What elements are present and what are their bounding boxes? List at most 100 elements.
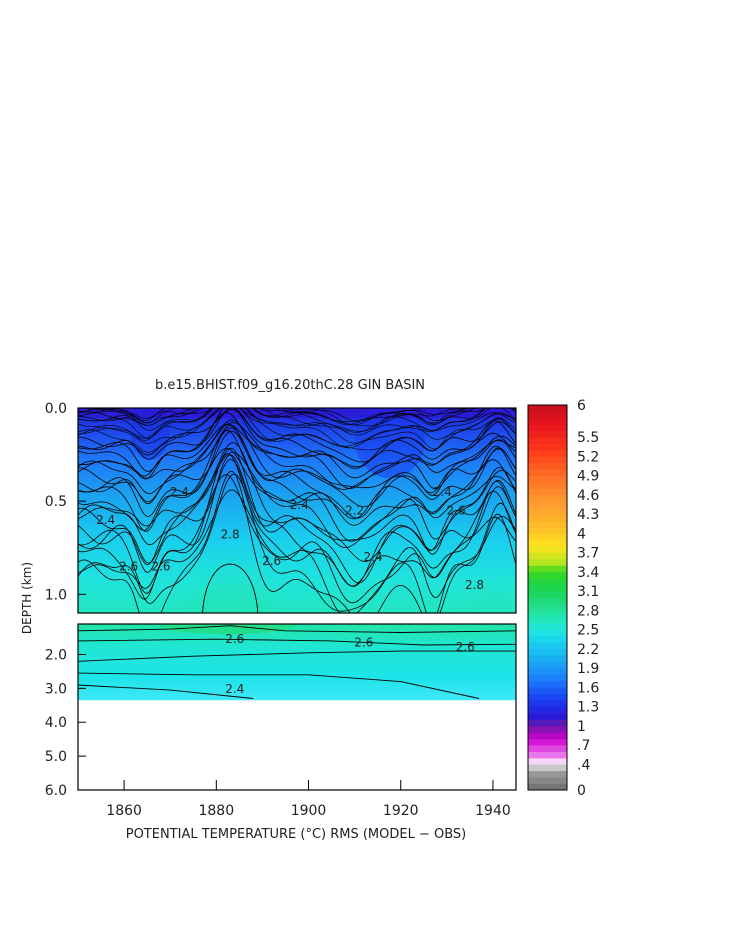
upper-panel (78, 408, 516, 613)
colorbar-band (528, 578, 567, 586)
colorbar-band (528, 417, 567, 425)
x-tick-label: 1900 (291, 803, 327, 819)
colorbar-band (528, 751, 567, 759)
colorbar-band (528, 469, 567, 476)
contour-line (78, 638, 516, 646)
y-axis-ticks: 0.0 0.5 1.0 2.0 3.0 4.0 5.0 6.0 (45, 401, 86, 799)
contour-line (78, 458, 516, 584)
colorbar-band (528, 668, 567, 675)
y-axis-label: DEPTH (km) (20, 562, 34, 634)
contour-line (78, 408, 516, 472)
colorbar-band (528, 706, 567, 714)
colorbar-label: 3.4 (577, 565, 599, 581)
colorbar-label: 3.1 (577, 584, 599, 600)
y-tick-label: 1.0 (45, 587, 67, 603)
colorbar-band (528, 507, 567, 515)
contour-line (78, 408, 516, 433)
contour-line (78, 408, 516, 425)
colorbar-band (528, 770, 567, 778)
contour-line (78, 625, 516, 633)
contour-label: 2.4 (290, 498, 309, 512)
warm-anomaly-deep (158, 624, 298, 634)
contour-line (78, 408, 516, 444)
colorbar-band (528, 533, 567, 541)
contour-label: 2.4 (225, 682, 244, 696)
chart-title: b.e15.BHIST.f09_g16.20thC.28 GIN BASIN (155, 378, 425, 393)
contour-line (78, 489, 516, 613)
colorbar-label: 4 (577, 526, 586, 542)
colorbar-labels: 6 5.5 5.2 4.9 4.6 4.3 4 3.7 3.4 3.1 2.8 2.5 2.2 1.9 1.… (577, 398, 599, 799)
colorbar-band (528, 494, 567, 502)
colorbar-band (528, 725, 567, 733)
lower-contours (78, 625, 516, 701)
colorbar-label: .4 (577, 757, 590, 773)
contour-line (78, 408, 516, 432)
colorbar-band (528, 603, 567, 611)
colorbar-band (528, 757, 567, 765)
colorbar-label: 2.8 (577, 603, 599, 619)
contour-line (78, 423, 516, 489)
contour-label: 2.2 (345, 504, 364, 518)
contour-label: 2.6 (119, 559, 138, 573)
colorbar (528, 404, 567, 791)
colorbar-band (528, 405, 567, 412)
colorbar-band (528, 738, 567, 746)
contour-label: 2.6 (456, 640, 475, 654)
colorbar-label: 4.3 (577, 507, 599, 523)
contour-line (78, 684, 254, 699)
colorbar-band (528, 687, 567, 695)
contour-label: 2.6 (354, 636, 373, 650)
colorbar-band (528, 584, 567, 592)
contour-line (78, 471, 516, 613)
colorbar-band (528, 648, 567, 656)
colorbar-band (528, 501, 567, 509)
colorbar-band (528, 719, 567, 727)
contour-line (78, 408, 516, 426)
colorbar-band (528, 443, 567, 451)
contour-line (78, 474, 516, 604)
colorbar-band (528, 571, 567, 579)
contour-line (78, 453, 516, 594)
contour-label: 2.4 (96, 513, 115, 527)
warm-anomaly-1880 (174, 520, 282, 613)
contour-line (78, 430, 516, 519)
contour-label: 2.4 (433, 485, 452, 499)
x-axis-ticks: 1860 1880 1900 1920 1940 (106, 780, 511, 819)
contour-line (78, 429, 516, 532)
colorbar-band (528, 674, 567, 682)
y-tick-label: 0.5 (45, 494, 67, 510)
colorbar-band (528, 661, 567, 669)
lower-panel (78, 624, 516, 701)
colorbar-label: 1.3 (577, 700, 599, 716)
contour-label: 2.6 (225, 632, 244, 646)
contour-label: 2.4 (170, 485, 189, 499)
y-tick-label: 4.0 (45, 715, 67, 731)
colorbar-band (528, 449, 567, 457)
contour-line (202, 563, 259, 613)
colorbar-band (528, 745, 567, 752)
colorbar-band (528, 591, 567, 598)
colorbar-band (528, 437, 567, 444)
contour-label: 2.8 (221, 528, 240, 542)
colorbar-label: 4.6 (577, 488, 599, 504)
colorbar-band (528, 424, 567, 432)
colorbar-band (528, 680, 567, 688)
contour-line (78, 408, 516, 468)
colorbar-band (528, 623, 567, 630)
colorbar-band (528, 655, 567, 663)
no-data-region (78, 700, 516, 701)
x-axis-label: POTENTIAL TEMPERATURE (°C) RMS (MODEL − … (126, 827, 467, 842)
colorbar-band (528, 546, 567, 553)
colorbar-band (528, 430, 567, 438)
colorbar-label: 5.5 (577, 430, 599, 446)
colorbar-band (528, 462, 567, 470)
colorbar-band (528, 597, 567, 605)
x-tick-label: 1920 (383, 803, 419, 819)
upper-panel-frame (77, 407, 517, 614)
contour-line (78, 650, 516, 662)
colorbar-band (528, 610, 567, 618)
colorbar-band (528, 475, 567, 483)
colorbar-label: .7 (577, 738, 590, 754)
contour-label: 2.6 (447, 504, 466, 518)
